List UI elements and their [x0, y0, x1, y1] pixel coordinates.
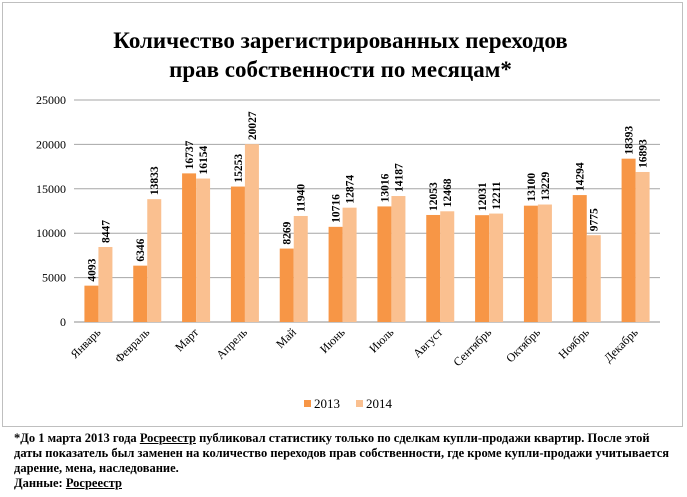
data-label: 18393: [624, 126, 636, 155]
bar-2013-7: [377, 206, 392, 322]
y-tick-label: 20000: [36, 137, 66, 151]
y-tick-label: 10000: [36, 226, 66, 240]
footnote-text: *До 1 марта 2013 года Росреестр публиков…: [14, 431, 679, 476]
data-label: 13229: [540, 172, 552, 201]
y-tick-label: 25000: [36, 93, 66, 107]
bar-2014-4: [244, 144, 259, 322]
data-label: 6346: [135, 238, 147, 261]
x-tick-label: Декабрь: [601, 325, 641, 365]
chart-frame: [2, 2, 683, 427]
x-axis-ticks: Январь Февраль Март Апрель Май Июнь Июль Август…: [68, 325, 641, 369]
data-label: 16737: [184, 140, 196, 169]
data-label: 12874: [345, 175, 357, 204]
data-label: 4093: [86, 258, 98, 281]
bar-2013-12: [621, 158, 636, 322]
x-tick-label: Май: [273, 325, 299, 351]
data-label: 12468: [442, 178, 454, 207]
data-label: 12031: [477, 182, 489, 211]
data-label: 16154: [198, 146, 210, 175]
data-label: 20027: [247, 111, 259, 140]
bars: [84, 144, 650, 322]
data-label: 16893: [638, 139, 650, 168]
rosreestr-link[interactable]: Росреестр: [139, 431, 196, 445]
bar-2014-11: [586, 235, 601, 322]
data-source: Данные: Росреестр: [14, 476, 679, 491]
bar-2014-7: [391, 196, 406, 322]
data-label: 8269: [282, 221, 294, 244]
x-tick-label: Март: [172, 325, 202, 355]
bar-2013-9: [475, 215, 490, 322]
data-source-label: Данные:: [14, 476, 66, 490]
bar-2014-9: [489, 213, 504, 322]
bar-2013-2: [133, 265, 148, 322]
y-tick-label: 5000: [42, 271, 66, 285]
legend-label-2014: 2014: [366, 396, 393, 411]
bar-2014-12: [635, 171, 650, 322]
bar-2013-11: [572, 195, 587, 322]
data-label: 13833: [149, 166, 161, 195]
data-label: 13016: [379, 173, 391, 202]
data-labels: 4093 8447 6346 13833 16737 16154 15253 20027 826…: [86, 111, 649, 281]
gridlines: [74, 99, 660, 323]
x-tick-label: Февраль: [112, 325, 153, 366]
data-source-link[interactable]: Росреестр: [65, 476, 122, 490]
bar-2013-4: [230, 186, 245, 322]
bar-2014-6: [342, 207, 357, 322]
footnote: *До 1 марта 2013 года Росреестр публиков…: [14, 431, 679, 491]
y-tick-label: 0: [60, 315, 66, 329]
data-label: 12053: [428, 182, 440, 211]
x-tick-label: Июнь: [317, 325, 348, 356]
bar-2014-5: [293, 215, 308, 322]
x-tick-label: Апрель: [213, 325, 250, 362]
legend: 2013 2014: [304, 396, 393, 411]
y-axis-ticks: 0 5000 10000 15000 20000 25000: [36, 93, 66, 329]
bar-2013-1: [84, 285, 99, 322]
bar-chart: 0 5000 10000 15000 20000 25000 4093 8447 6346 13…: [36, 93, 660, 411]
x-tick-label: Январь: [68, 325, 104, 361]
x-tick-label: Октябрь: [503, 325, 543, 365]
bar-2013-6: [328, 226, 343, 322]
x-tick-label: Июль: [366, 325, 397, 356]
chart-title-line-2: прав собственности по месяцам*: [169, 57, 512, 82]
legend-swatch-2013: [304, 400, 311, 407]
data-label: 14187: [393, 163, 405, 192]
chart-title: Количество зарегистрированных переходов …: [0, 26, 681, 84]
bar-2013-8: [426, 214, 441, 322]
data-label: 9775: [589, 208, 601, 231]
data-label: 14294: [575, 162, 587, 191]
x-tick-label: Сентябрь: [450, 325, 494, 369]
data-label: 11940: [296, 184, 308, 212]
bar-2014-8: [440, 211, 455, 322]
bar-2014-3: [196, 178, 211, 322]
bar-2013-10: [523, 205, 538, 322]
bar-2013-5: [279, 248, 294, 322]
bar-2014-2: [147, 199, 162, 322]
legend-swatch-2014: [356, 400, 363, 407]
y-tick-label: 15000: [36, 182, 66, 196]
footnote-text-end: публиковал статистику только по сделкам …: [14, 431, 670, 475]
data-label: 12211: [491, 181, 503, 209]
legend-label-2013: 2013: [314, 396, 340, 411]
x-tick-label: Ноябрь: [555, 325, 592, 362]
data-label: 8447: [100, 220, 112, 243]
footnote-text-start: *До 1 марта 2013 года: [14, 431, 140, 445]
bar-2014-10: [537, 204, 552, 322]
x-tick-label: Август: [410, 325, 446, 361]
chart-title-line-1: Количество зарегистрированных переходов: [113, 28, 568, 53]
bar-2014-1: [98, 246, 113, 322]
data-label: 15253: [233, 154, 245, 183]
data-label: 13100: [526, 173, 538, 202]
bar-2013-3: [182, 173, 197, 322]
data-label: 10716: [331, 194, 343, 223]
